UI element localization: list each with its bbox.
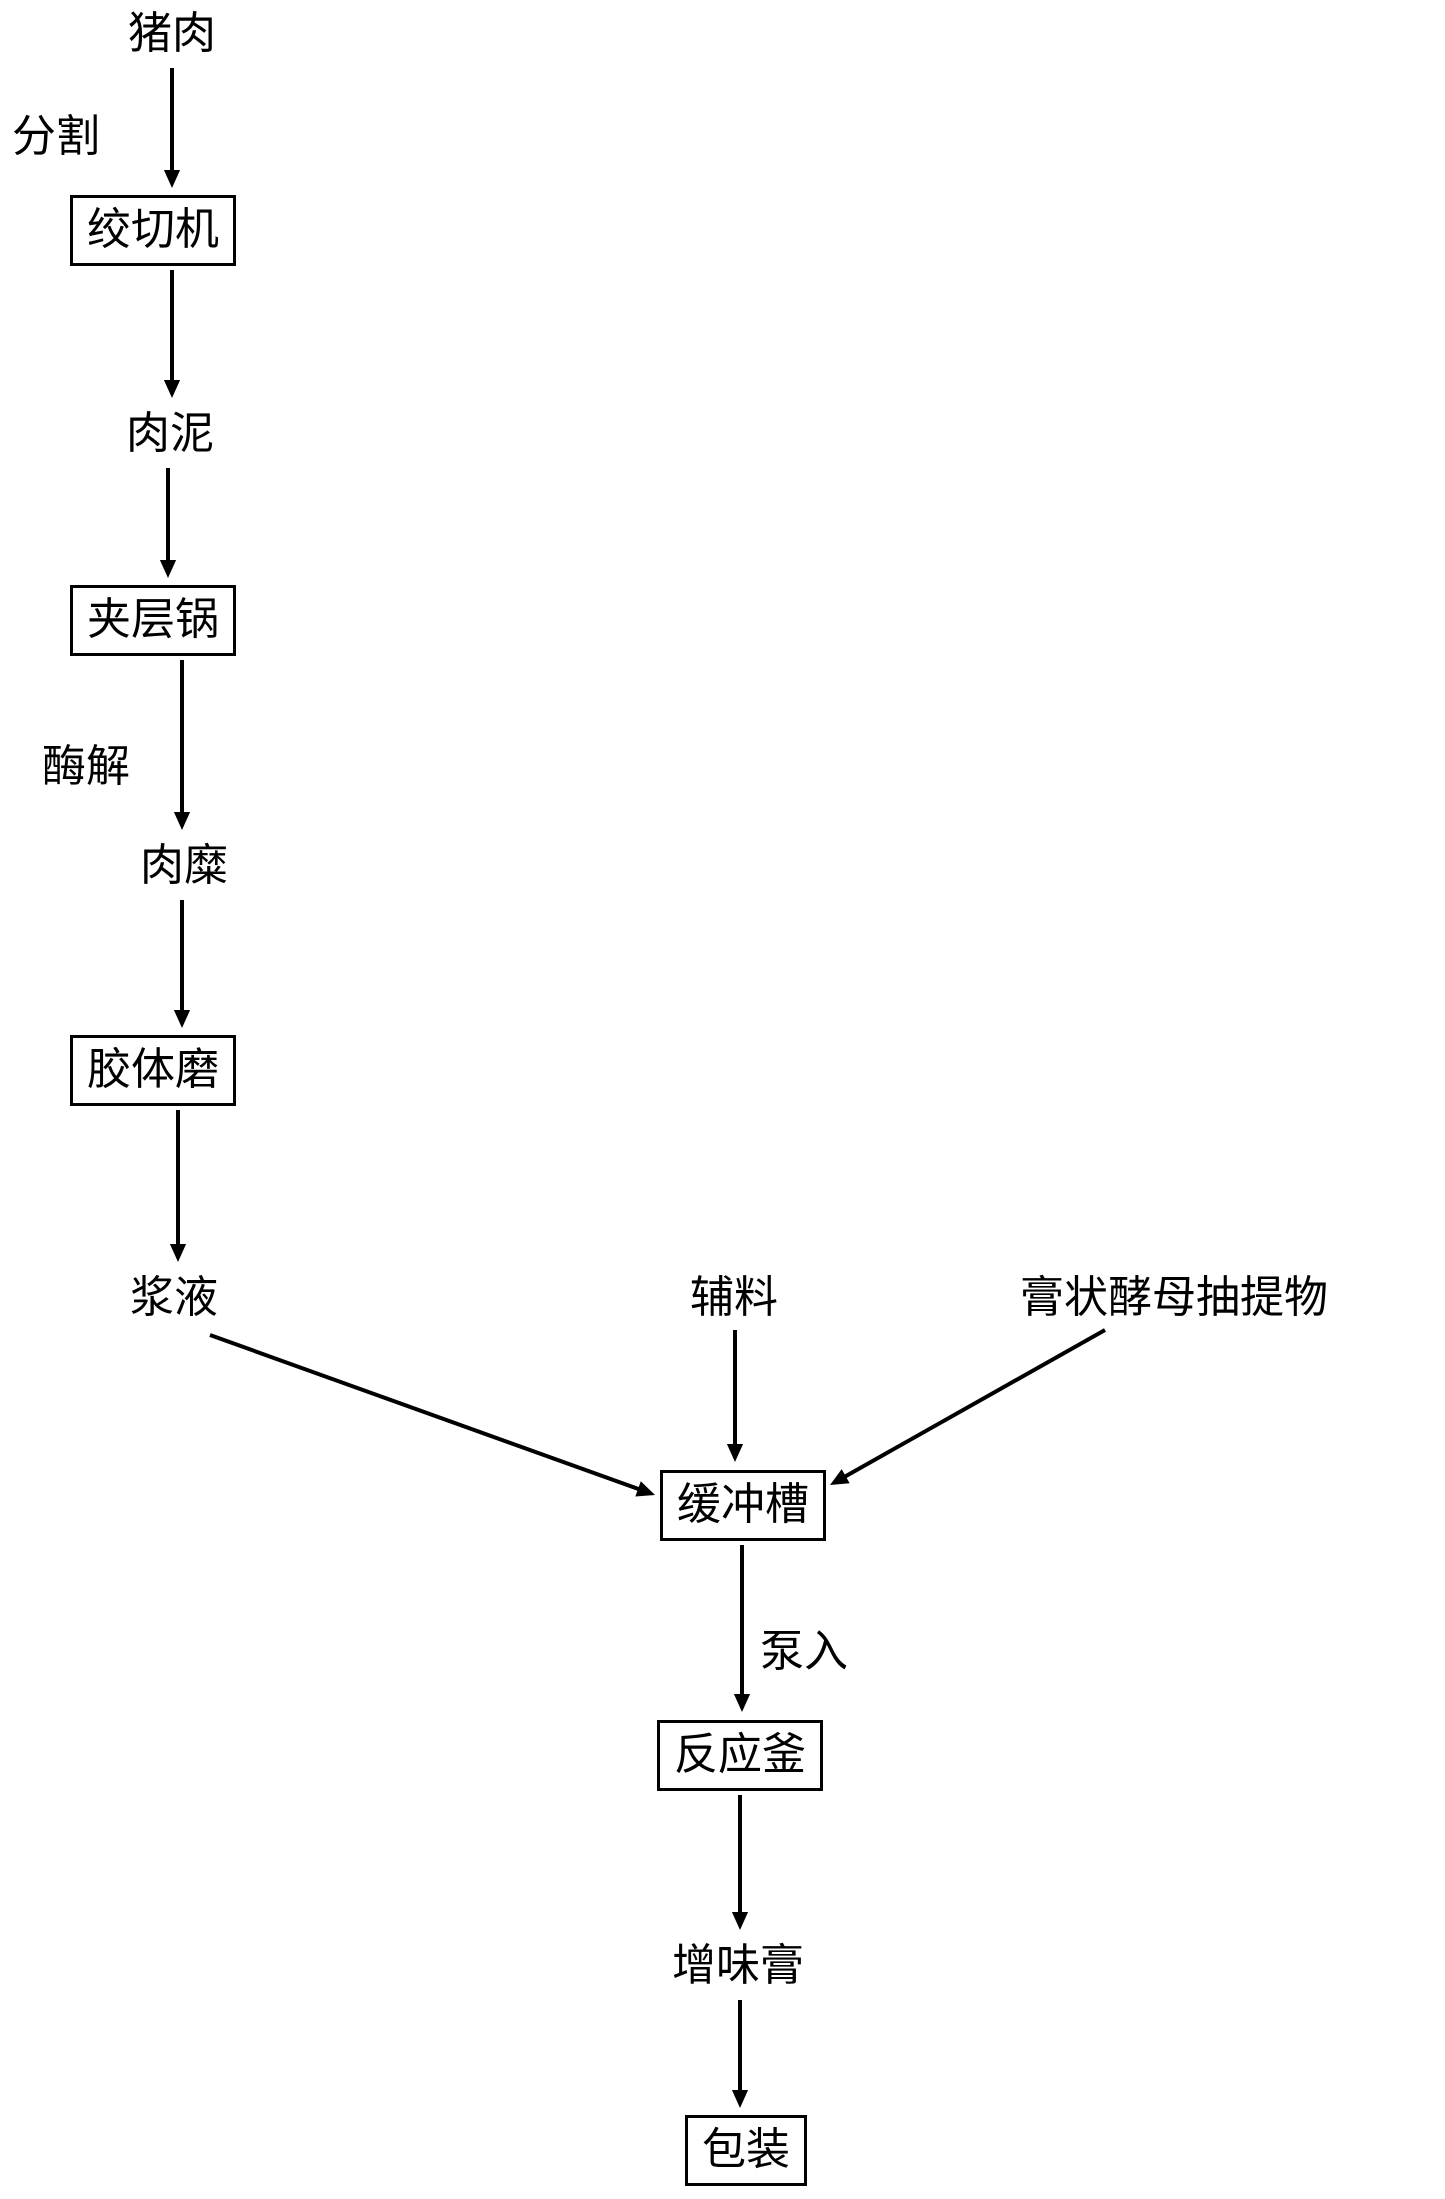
flowchart-edge-n5-n6 [182, 900, 186, 1030]
flowchart-node-n3: 肉泥 [126, 408, 214, 461]
flowchart-edge-label-n1-n2: 分割 [12, 100, 100, 164]
flowchart-edge-n7-n10 [210, 1335, 657, 1497]
flowchart-edge-n4-n5 [182, 660, 186, 832]
flowchart-node-n10: 缓冲槽 [660, 1470, 826, 1541]
flowchart-edge-n10-n11 [742, 1545, 746, 1714]
flowchart-edge-n11-n12 [740, 1795, 744, 1932]
flowchart-node-n7: 浆液 [130, 1272, 218, 1325]
flowchart-edge-n8-n10 [735, 1330, 739, 1464]
flowchart-edge-label-n4-n5: 酶解 [42, 730, 130, 794]
flowchart-node-n9: 膏状酵母抽提物 [1020, 1272, 1328, 1325]
flowchart-edge-n1-n2 [172, 68, 176, 190]
flowchart-node-n1: 猪肉 [128, 8, 216, 61]
flowchart-edge-label-n10-n11: 泵入 [760, 1615, 848, 1679]
flowchart-edge-n3-n4 [168, 468, 172, 580]
flowchart-edge-n2-n3 [172, 270, 176, 400]
flowchart-node-n13: 包装 [685, 2115, 807, 2186]
flowchart-edge-n12-n13 [740, 2000, 744, 2110]
flowchart-edge-n9-n10 [830, 1330, 1107, 1487]
flowchart-node-n11: 反应釜 [657, 1720, 823, 1791]
flowchart-node-n5: 肉糜 [140, 840, 228, 893]
flowchart-node-n4: 夹层锅 [70, 585, 236, 656]
flowchart-node-n8: 辅料 [690, 1272, 778, 1325]
flowchart-node-n6: 胶体磨 [70, 1035, 236, 1106]
flowchart-edge-n6-n7 [178, 1110, 182, 1264]
flowchart-node-n2: 绞切机 [70, 195, 236, 266]
flowchart-node-n12: 增味膏 [672, 1940, 804, 1993]
